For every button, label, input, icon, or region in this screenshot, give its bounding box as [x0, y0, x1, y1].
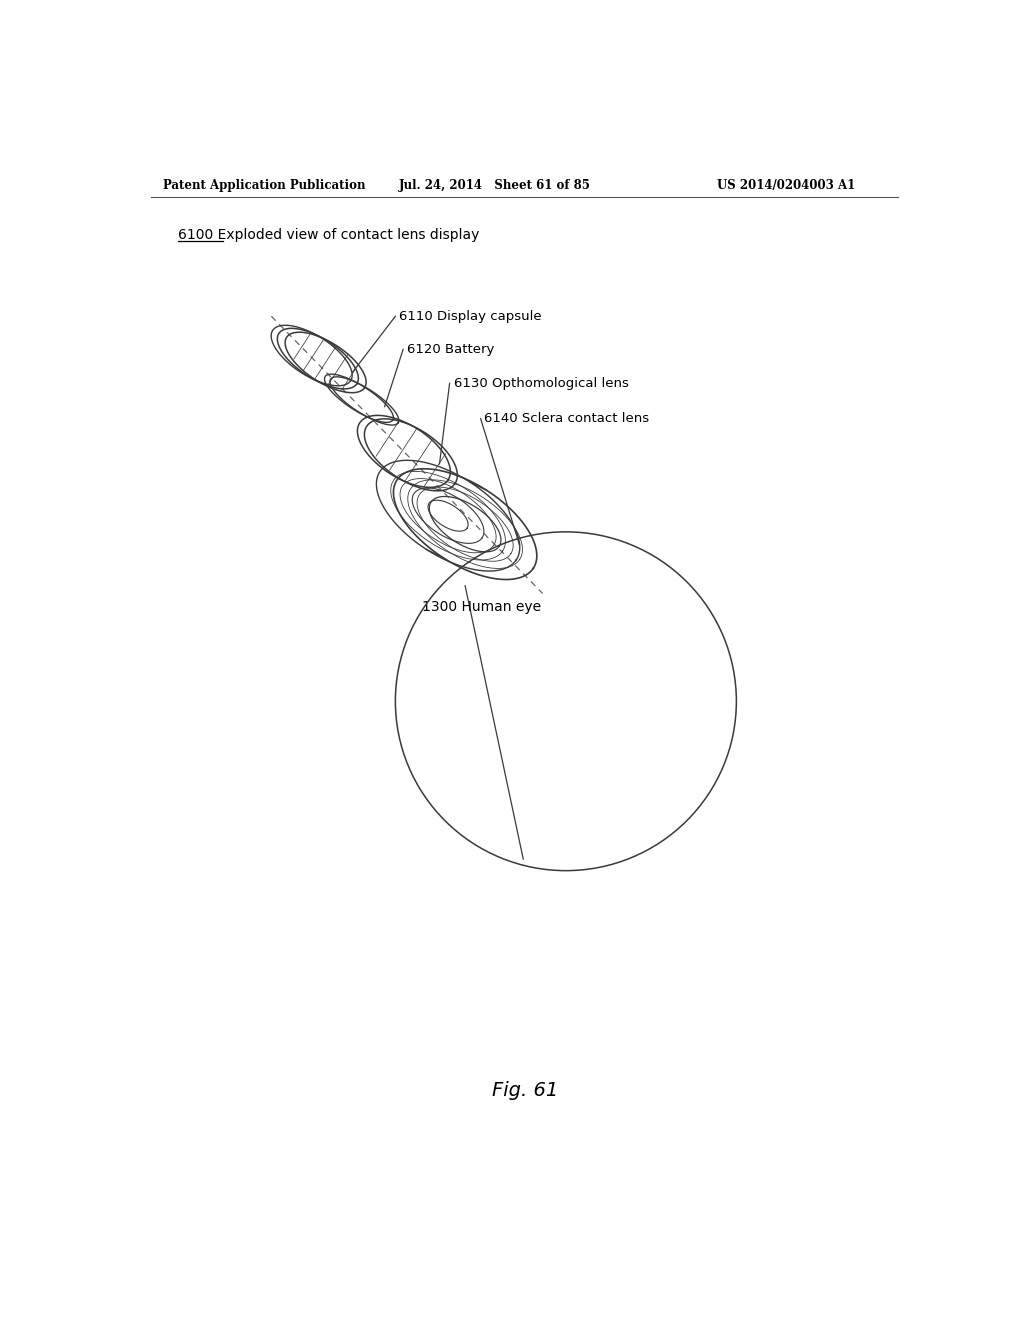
Text: 6140 Sclera contact lens: 6140 Sclera contact lens [484, 412, 649, 425]
Text: Jul. 24, 2014   Sheet 61 of 85: Jul. 24, 2014 Sheet 61 of 85 [399, 178, 591, 191]
Text: 6100 Exploded view of contact lens display: 6100 Exploded view of contact lens displ… [178, 228, 480, 243]
Text: 6110 Display capsule: 6110 Display capsule [399, 310, 542, 323]
Text: US 2014/0204003 A1: US 2014/0204003 A1 [717, 178, 855, 191]
Text: 1300 Human eye: 1300 Human eye [423, 601, 542, 614]
Text: 6130 Opthomological lens: 6130 Opthomological lens [454, 376, 629, 389]
Text: Patent Application Publication: Patent Application Publication [163, 178, 366, 191]
Text: Fig. 61: Fig. 61 [492, 1081, 558, 1100]
Text: 6120 Battery: 6120 Battery [407, 343, 495, 356]
